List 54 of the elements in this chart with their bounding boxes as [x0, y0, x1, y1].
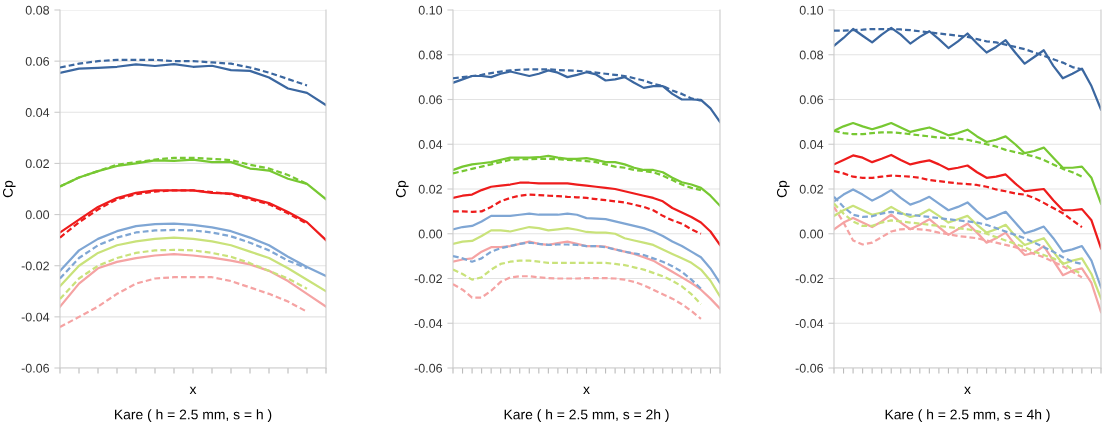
line-series — [834, 153, 1101, 250]
x-axis-title: x — [189, 386, 197, 395]
y-tick-label: 0.00 — [25, 210, 50, 220]
line-series — [453, 240, 720, 310]
y-tick-label: -0.06 — [795, 363, 824, 373]
text: Kare ( h = 2.5 mm, s = h ) — [115, 409, 272, 423]
line-series — [453, 181, 720, 247]
y-tick-label: 0.04 — [418, 140, 443, 149]
text: Kare ( h = 2.5 mm, s = 4h ) — [885, 409, 1050, 423]
line-series — [453, 193, 703, 235]
y-tick-label: 0.10 — [418, 5, 443, 15]
y-tick-label: 0.04 — [799, 140, 824, 149]
y-tick-label: 0.02 — [25, 159, 49, 169]
line-series — [834, 26, 1101, 111]
line-series — [453, 241, 703, 290]
line-series — [834, 188, 1101, 289]
y-tick-label: 0.06 — [418, 95, 443, 105]
y-tick-label: 0.00 — [418, 229, 443, 239]
line-series — [60, 63, 326, 107]
line-series — [453, 225, 720, 298]
y-tick-label: 0.08 — [418, 50, 443, 60]
y-axis-title: Cp — [776, 180, 790, 198]
y-tick-label: 0.06 — [25, 56, 50, 66]
y-tick-label: -0.04 — [21, 312, 50, 322]
x-axis-title: x — [964, 386, 971, 395]
y-tick-label: -0.02 — [414, 274, 442, 284]
y-tick-label: 0.10 — [799, 5, 824, 15]
y-tick-label: -0.02 — [21, 261, 49, 271]
text: Kare ( h = 2.5 mm, s = 2h ) — [504, 409, 669, 423]
y-tick-label: 0.08 — [799, 50, 824, 60]
y-tick-label: -0.06 — [414, 363, 443, 373]
y-axis-title: Cp — [2, 180, 16, 198]
line-series — [834, 204, 1101, 300]
line-series — [453, 259, 703, 306]
y-tick-label: 0.00 — [799, 229, 824, 239]
line-series — [60, 236, 326, 293]
line-series — [453, 69, 720, 123]
y-tick-label: 0.02 — [418, 184, 442, 194]
y-axis-title: Cp — [395, 180, 409, 198]
line-series — [60, 248, 309, 301]
y-tick-label: -0.04 — [795, 319, 824, 328]
line-series — [60, 253, 326, 308]
y-tick-label: -0.04 — [414, 319, 443, 328]
line-series — [453, 212, 720, 285]
line-series — [453, 154, 720, 207]
y-tick-label: 0.02 — [799, 184, 823, 194]
y-tick-label: 0.08 — [25, 5, 50, 15]
line-series — [60, 222, 326, 278]
y-tick-label: 0.04 — [25, 108, 50, 117]
y-tick-label: -0.06 — [21, 363, 50, 373]
y-tick-label: -0.02 — [795, 274, 823, 284]
y-tick-label: 0.06 — [799, 95, 824, 105]
line-series — [453, 275, 703, 320]
x-axis-title: x — [583, 386, 590, 395]
